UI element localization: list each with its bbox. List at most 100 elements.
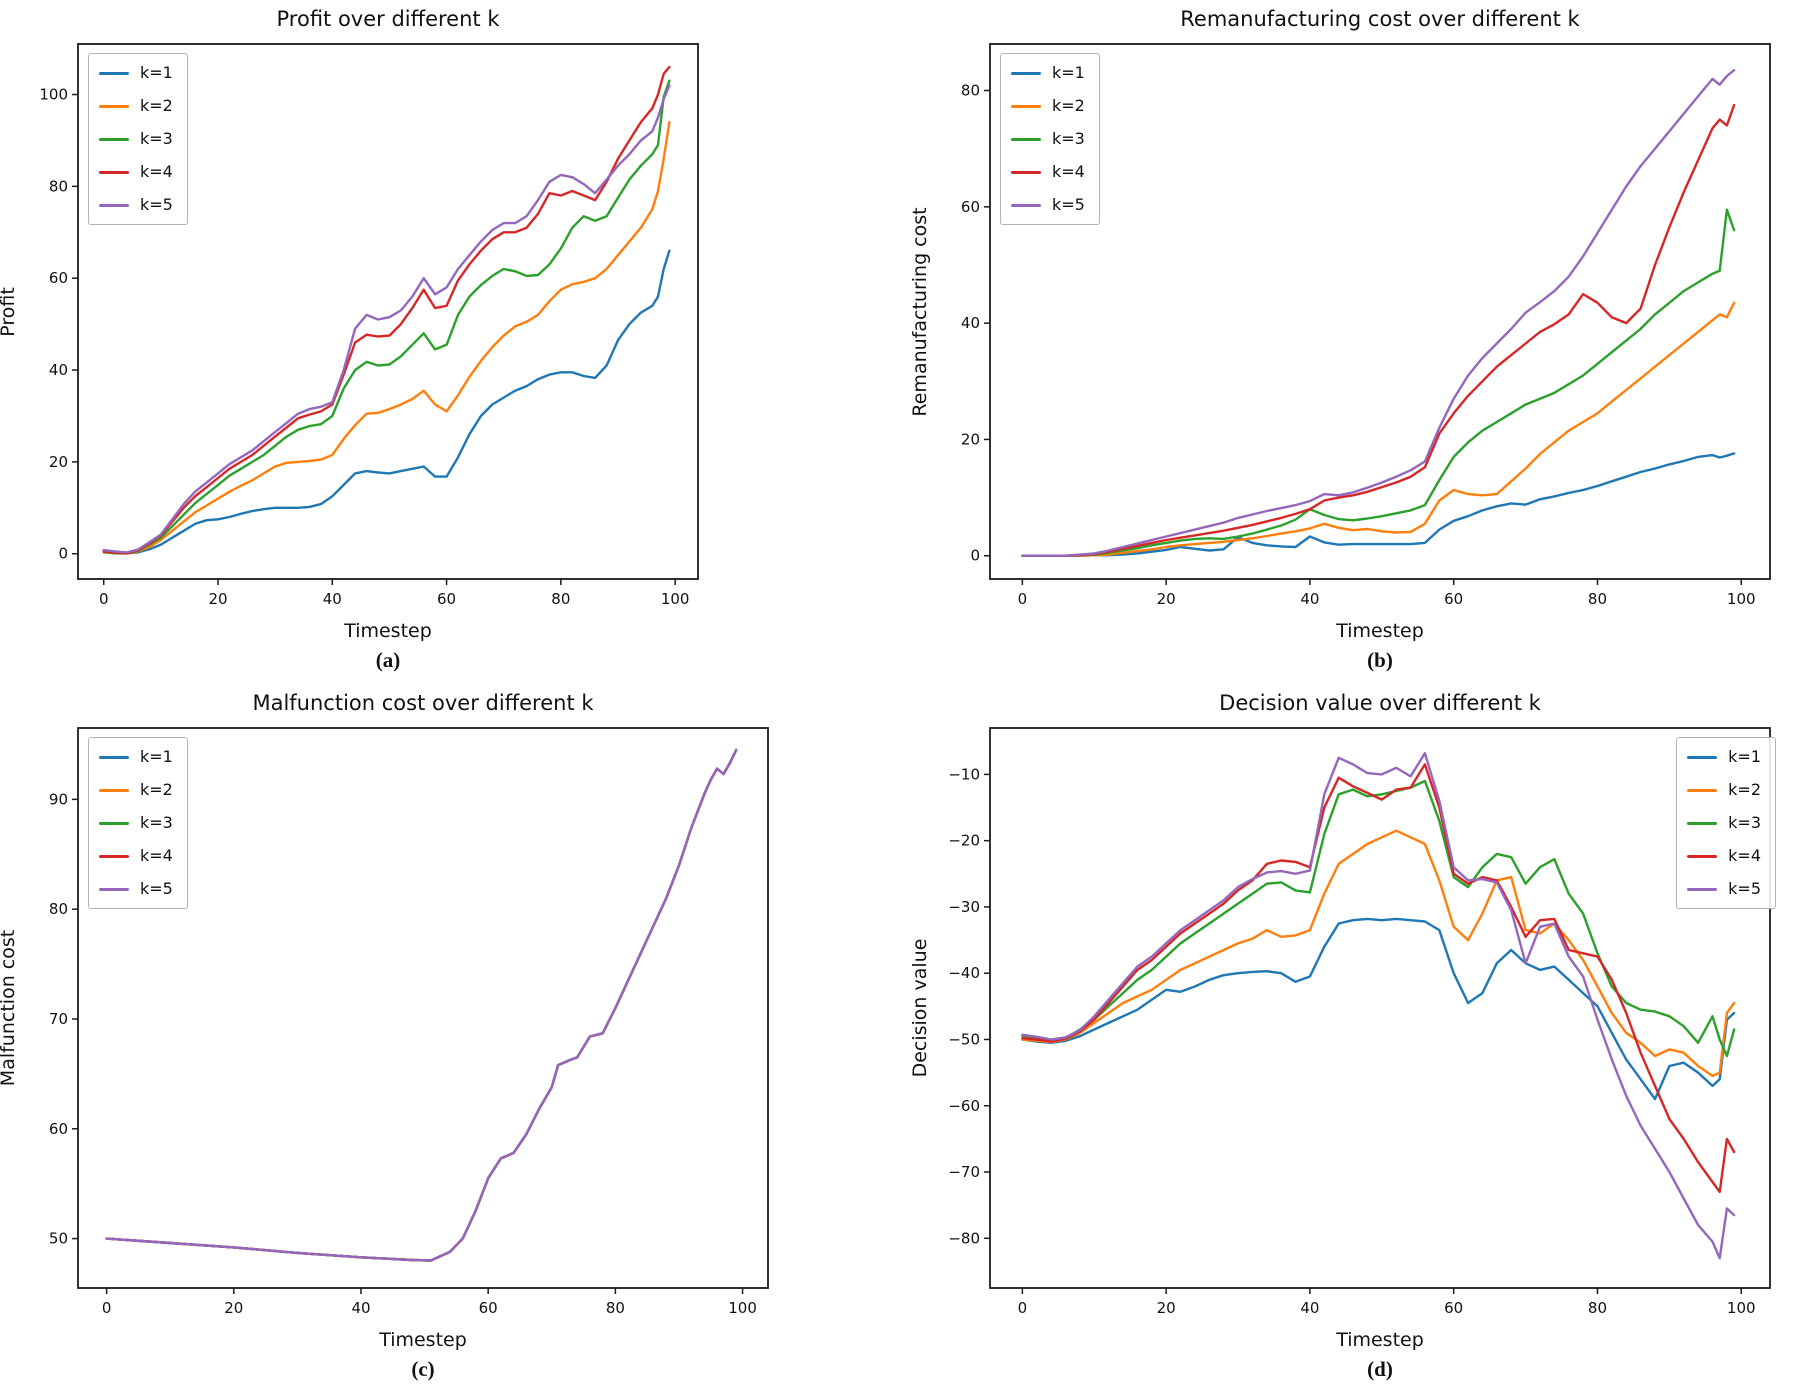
y-tick-label: 0 [970, 547, 980, 565]
chart-title-b: Remanufacturing cost over different k [1180, 7, 1580, 31]
plot-frame [77, 727, 769, 1289]
x-tick-label: 40 [351, 1299, 370, 1317]
legend-item-k3: k=3 [1011, 128, 1085, 150]
legend-label: k=1 [1052, 63, 1085, 82]
legend-item-k5: k=5 [99, 878, 173, 900]
legend-line-swatch [99, 104, 129, 108]
legend-label: k=5 [140, 879, 173, 898]
legend-line-swatch [99, 170, 129, 174]
series-line-k4 [102, 65, 671, 555]
legend-label: k=5 [140, 195, 173, 214]
legend: k=1 k=2 k=3 k=4 k=5 [88, 737, 188, 909]
plot-area-c: 0 20 40 60 80 100 50 60 70 80 90 Malfunction cost … [0, 718, 870, 1326]
legend-label: k=2 [140, 96, 173, 115]
x-axis-label-b: Timestep [1336, 620, 1424, 642]
legend-label: k=4 [140, 846, 173, 865]
y-tick-label: −10 [948, 765, 980, 783]
x-tick-label: 20 [224, 1299, 243, 1317]
legend-line-swatch [1687, 788, 1718, 792]
legend-item-k3: k=3 [99, 128, 173, 150]
legend-item-k2: k=2 [1687, 779, 1761, 801]
series-line-k3 [1021, 208, 1736, 557]
legend-label: k=2 [1728, 780, 1761, 799]
series-line-k3 [105, 748, 738, 1262]
series-line-k2 [102, 120, 671, 555]
x-tick-label: 0 [1018, 1299, 1028, 1317]
legend-item-k1: k=1 [99, 62, 173, 84]
legend-label: k=5 [1728, 879, 1761, 898]
series-line-k5 [1021, 69, 1736, 557]
y-tick-label: 90 [49, 790, 68, 808]
y-tick-label: 50 [49, 1230, 68, 1248]
series-line-k1 [1021, 917, 1736, 1101]
y-tick-label: −70 [948, 1163, 980, 1181]
legend-label: k=2 [1052, 96, 1085, 115]
plot-area-d: 0 20 40 60 80 100 −80 −70 −60 −50 −40 −30 −20 −10 Dec… [909, 718, 1800, 1326]
y-tick-label: 60 [49, 1120, 68, 1138]
panel-letter-a: (a) [375, 648, 401, 672]
y-tick-label: 80 [961, 82, 980, 100]
plot-area-a: 0 20 40 60 80 100 0 20 40 60 80 100 Profit k=1 k=2 k=… [0, 34, 870, 617]
plot-area-b: 0 20 40 60 80 100 0 20 40 60 80 Remanufacturing co… [909, 34, 1800, 617]
legend-label: k=4 [1728, 846, 1761, 865]
legend-item-k2: k=2 [99, 779, 173, 801]
x-axis-label-c: Timestep [379, 1329, 467, 1351]
y-tick-label: 100 [39, 86, 68, 104]
y-tick-label: 80 [49, 177, 68, 195]
chart-canvas-b: 0 20 40 60 80 100 0 20 40 60 80 [961, 43, 1771, 608]
y-tick-label: 70 [49, 1010, 68, 1028]
panel-letter-c: (c) [411, 1357, 435, 1381]
legend-item-k5: k=5 [1687, 878, 1761, 900]
panel-a: Profit over different k 0 20 40 60 80 100 0 20 4… [0, 0, 870, 672]
x-tick-label: 100 [1727, 1299, 1756, 1317]
panel-c: Malfunction cost over different k 0 20 40 6… [0, 670, 870, 1391]
x-tick-label: 60 [437, 590, 456, 608]
legend-line-swatch [99, 887, 129, 891]
panel-letter-b: (b) [1367, 648, 1393, 672]
y-tick-label: −80 [948, 1229, 980, 1247]
chart-canvas-c: 0 20 40 60 80 100 50 60 70 80 90 [49, 727, 769, 1317]
plot-frame [989, 43, 1771, 580]
legend-line-swatch [99, 755, 129, 759]
legend-label: k=4 [140, 162, 173, 181]
y-tick-label: 0 [58, 545, 68, 563]
y-tick-label: −30 [948, 898, 980, 916]
x-axis-label-a: Timestep [344, 620, 432, 642]
legend-line-swatch [99, 821, 129, 825]
series-line-k2 [1021, 829, 1736, 1078]
legend-line-swatch [99, 137, 129, 141]
legend-item-k5: k=5 [99, 194, 173, 216]
legend-label: k=2 [140, 780, 173, 799]
legend-label: k=3 [1728, 813, 1761, 832]
legend-item-k4: k=4 [99, 161, 173, 183]
x-tick-label: 100 [661, 590, 690, 608]
legend-line-swatch [1687, 821, 1718, 825]
x-axis-label-d: Timestep [1336, 1329, 1424, 1351]
x-tick-label: 20 [1157, 590, 1176, 608]
x-tick-label: 0 [99, 590, 109, 608]
series-line-k4 [105, 748, 738, 1262]
x-tick-label: 40 [323, 590, 342, 608]
legend-line-swatch [1687, 887, 1718, 891]
series-line-k5 [1021, 752, 1736, 1260]
x-tick-label: 20 [1157, 1299, 1176, 1317]
y-tick-label: 80 [49, 900, 68, 918]
y-tick-label: 40 [961, 314, 980, 332]
legend-label: k=5 [1052, 195, 1085, 214]
chart-canvas-a: 0 20 40 60 80 100 0 20 40 60 80 100 [39, 43, 699, 608]
legend-line-swatch [1011, 104, 1041, 108]
legend-line-swatch [1687, 854, 1718, 858]
legend-line-swatch [99, 71, 129, 75]
legend-item-k1: k=1 [99, 746, 173, 768]
legend: k=1 k=2 k=3 k=4 k=5 [88, 53, 188, 225]
panel-d: Decision value over different k 0 20 40 60 8… [870, 670, 1800, 1391]
y-tick-label: −50 [948, 1030, 980, 1048]
y-axis-label-b: Remanufacturing cost [909, 206, 931, 417]
plot-frame [77, 43, 699, 580]
x-tick-label: 60 [1444, 1299, 1463, 1317]
panel-b: Remanufacturing cost over different k 0 2… [870, 0, 1800, 672]
y-tick-label: 20 [961, 430, 980, 448]
legend-item-k1: k=1 [1687, 746, 1761, 768]
legend-item-k4: k=4 [99, 845, 173, 867]
